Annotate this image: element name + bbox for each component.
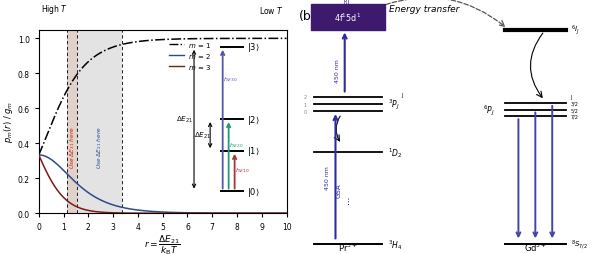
Bar xyxy=(67,30,77,213)
Text: $h\nu_{20}$: $h\nu_{20}$ xyxy=(229,140,244,149)
Text: 0: 0 xyxy=(303,109,306,114)
Text: $^8S_{7/2}$: $^8S_{7/2}$ xyxy=(571,237,588,250)
Text: GSA: GSA xyxy=(336,183,341,197)
Text: $^1D_2$: $^1D_2$ xyxy=(388,146,402,159)
Text: High $\Delta E_{21}$: High $\Delta E_{21}$ xyxy=(246,0,284,1)
Legend: $m$ = 1, $m$ = 2, $m$ = 3: $m$ = 1, $m$ = 2, $m$ = 3 xyxy=(167,38,214,74)
Text: $h\nu_{10}$: $h\nu_{10}$ xyxy=(235,165,250,174)
Text: $|1\rangle$: $|1\rangle$ xyxy=(247,145,259,158)
Text: $\Delta E_{21}$: $\Delta E_{21}$ xyxy=(176,115,193,125)
Bar xyxy=(67,30,122,213)
Text: 450 nm: 450 nm xyxy=(325,166,330,190)
Text: $^6I_J$: $^6I_J$ xyxy=(571,24,580,37)
Text: Pr$^{3+}$: Pr$^{3+}$ xyxy=(338,240,358,253)
Text: $h\nu_{30}$: $h\nu_{30}$ xyxy=(223,75,238,84)
Text: $^6P_J$: $^6P_J$ xyxy=(483,103,495,117)
Text: J: J xyxy=(571,94,572,100)
Text: High $T$: High $T$ xyxy=(41,3,69,16)
Text: 3/2: 3/2 xyxy=(571,101,578,106)
Text: (a): (a) xyxy=(7,0,24,1)
Text: $^3P_J$: $^3P_J$ xyxy=(388,98,399,112)
Text: Use $\Delta E_{31}$ here: Use $\Delta E_{31}$ here xyxy=(68,126,76,169)
X-axis label: $r = \dfrac{\Delta E_{21}}{k_\mathrm{B}T}$: $r = \dfrac{\Delta E_{21}}{k_\mathrm{B}T… xyxy=(144,233,181,254)
Text: (b): (b) xyxy=(298,10,316,23)
Text: Low $\Delta E_{21}$: Low $\Delta E_{21}$ xyxy=(41,0,77,1)
Text: Low $T$: Low $T$ xyxy=(259,5,284,16)
Text: J: J xyxy=(402,92,403,98)
FancyBboxPatch shape xyxy=(311,5,384,30)
Text: ESA: ESA xyxy=(345,0,351,5)
Text: Energy transfer: Energy transfer xyxy=(389,5,460,14)
Text: Use $\Delta E_{21}$ here: Use $\Delta E_{21}$ here xyxy=(95,126,104,169)
Text: 1: 1 xyxy=(303,102,306,107)
Text: Gd$^{3+}$: Gd$^{3+}$ xyxy=(524,240,547,253)
Text: $\cdots$: $\cdots$ xyxy=(343,196,352,205)
Text: 5/2: 5/2 xyxy=(571,108,578,113)
Text: 450 nm: 450 nm xyxy=(334,59,340,83)
Text: $^3H_4$: $^3H_4$ xyxy=(388,237,402,251)
Text: $|0\rangle$: $|0\rangle$ xyxy=(247,185,259,198)
Text: $|3\rangle$: $|3\rangle$ xyxy=(247,41,259,54)
Text: $\Delta E_{21}$: $\Delta E_{21}$ xyxy=(194,131,212,141)
Text: $|2\rangle$: $|2\rangle$ xyxy=(247,113,259,126)
Text: 4f$^1$5d$^1$: 4f$^1$5d$^1$ xyxy=(334,12,361,24)
Text: 7/2: 7/2 xyxy=(571,114,578,119)
Text: 2: 2 xyxy=(303,95,306,100)
Y-axis label: $p_m(r)\ /\ g_m$: $p_m(r)\ /\ g_m$ xyxy=(2,101,15,143)
